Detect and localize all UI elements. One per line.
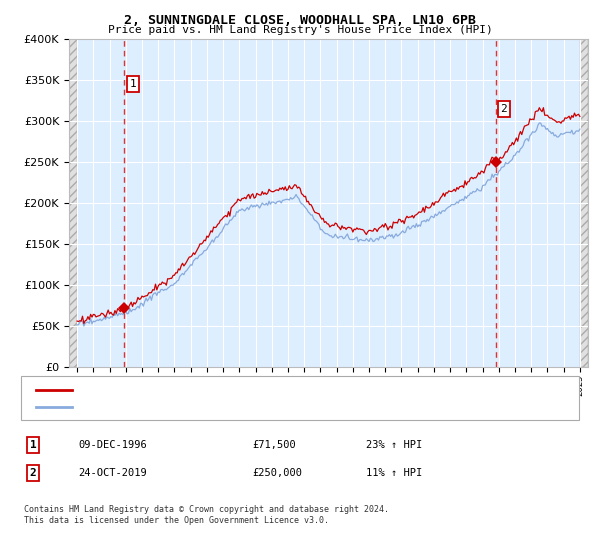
Polygon shape (580, 39, 588, 367)
Text: 2, SUNNINGDALE CLOSE, WOODHALL SPA, LN10 6PB: 2, SUNNINGDALE CLOSE, WOODHALL SPA, LN10… (124, 14, 476, 27)
Text: 24-OCT-2019: 24-OCT-2019 (78, 468, 147, 478)
Text: 2: 2 (29, 468, 37, 478)
Text: 1: 1 (130, 80, 136, 89)
Text: 1: 1 (29, 440, 37, 450)
Text: 11% ↑ HPI: 11% ↑ HPI (366, 468, 422, 478)
Text: £71,500: £71,500 (252, 440, 296, 450)
Text: £250,000: £250,000 (252, 468, 302, 478)
Text: HPI: Average price, detached house, East Lindsey: HPI: Average price, detached house, East… (81, 402, 363, 412)
Text: Contains HM Land Registry data © Crown copyright and database right 2024.
This d: Contains HM Land Registry data © Crown c… (24, 505, 389, 525)
Text: 23% ↑ HPI: 23% ↑ HPI (366, 440, 422, 450)
Text: 2, SUNNINGDALE CLOSE, WOODHALL SPA, LN10 6PB (detached house): 2, SUNNINGDALE CLOSE, WOODHALL SPA, LN10… (81, 385, 439, 395)
Text: Price paid vs. HM Land Registry's House Price Index (HPI): Price paid vs. HM Land Registry's House … (107, 25, 493, 35)
Polygon shape (69, 39, 77, 367)
Text: 09-DEC-1996: 09-DEC-1996 (78, 440, 147, 450)
Text: 2: 2 (500, 104, 508, 114)
